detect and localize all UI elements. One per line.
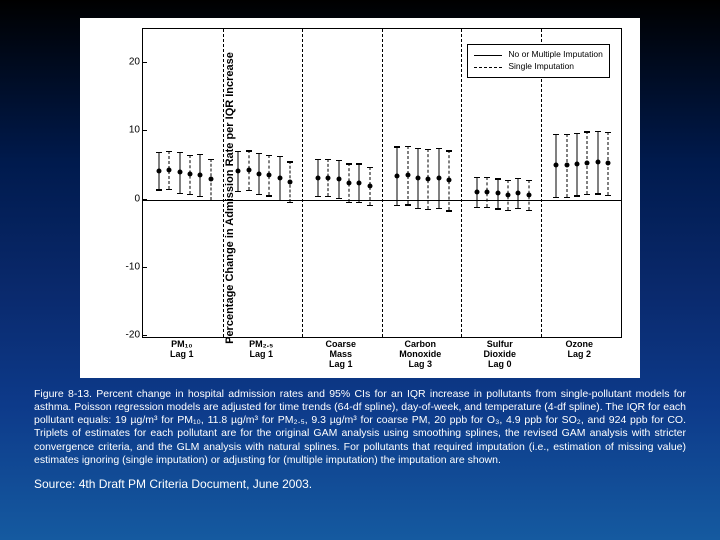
y-tick-label: 0 [120,193,140,204]
legend: No or Multiple ImputationSingle Imputati… [467,44,610,78]
data-point [395,173,400,178]
data-point [367,183,372,188]
data-point [405,172,410,177]
x-panel-label: Carbon Monoxide Lag 3 [385,340,455,370]
source-line: Source: 4th Draft PM Criteria Document, … [34,477,686,491]
data-point [156,168,161,173]
panel-separator [302,29,303,337]
y-tick-label: -10 [120,261,140,272]
data-point [277,175,282,180]
figure-caption: Figure 8-13. Percent change in hospital … [34,388,686,467]
x-panel-label: PM₁₀ Lag 1 [147,340,217,360]
data-point [336,177,341,182]
legend-item-label: Single Imputation [508,61,574,73]
panel-separator [461,29,462,337]
data-point [246,168,251,173]
x-panel-label: Coarse Mass Lag 1 [306,340,376,370]
x-panel-label: Sulfur Dioxide Lag 0 [465,340,535,370]
slide: Percentage Change in Admission Rate per … [0,0,720,540]
panel-separator [223,29,224,337]
panel-separator [382,29,383,337]
data-point [595,160,600,165]
data-point [516,190,521,195]
data-point [346,180,351,185]
data-point [267,172,272,177]
data-point [485,190,490,195]
data-point [315,175,320,180]
plot-area: No or Multiple ImputationSingle Imputati… [142,28,622,338]
legend-item-label: No or Multiple Imputation [508,49,603,61]
x-panel-label: PM₂.₅ Lag 1 [226,340,296,360]
data-point [436,175,441,180]
data-point [505,192,510,197]
data-point [447,178,452,183]
data-point [526,192,531,197]
y-tick-label: -20 [120,330,140,341]
chart-container: Percentage Change in Admission Rate per … [80,18,640,378]
data-point [554,163,559,168]
data-point [326,175,331,180]
data-point [167,168,172,173]
data-point [474,190,479,195]
data-point [426,177,431,182]
data-point [257,171,262,176]
data-point [575,162,580,167]
data-point [495,191,500,196]
data-point [208,177,213,182]
data-point [416,175,421,180]
x-panel-label: Ozone Lag 2 [544,340,614,360]
y-tick-label: 10 [120,125,140,136]
data-point [198,172,203,177]
y-tick-label: 20 [120,57,140,68]
data-point [585,160,590,165]
data-point [236,168,241,173]
data-point [288,179,293,184]
data-point [187,172,192,177]
data-point [564,163,569,168]
data-point [606,161,611,166]
data-point [177,170,182,175]
data-point [357,180,362,185]
